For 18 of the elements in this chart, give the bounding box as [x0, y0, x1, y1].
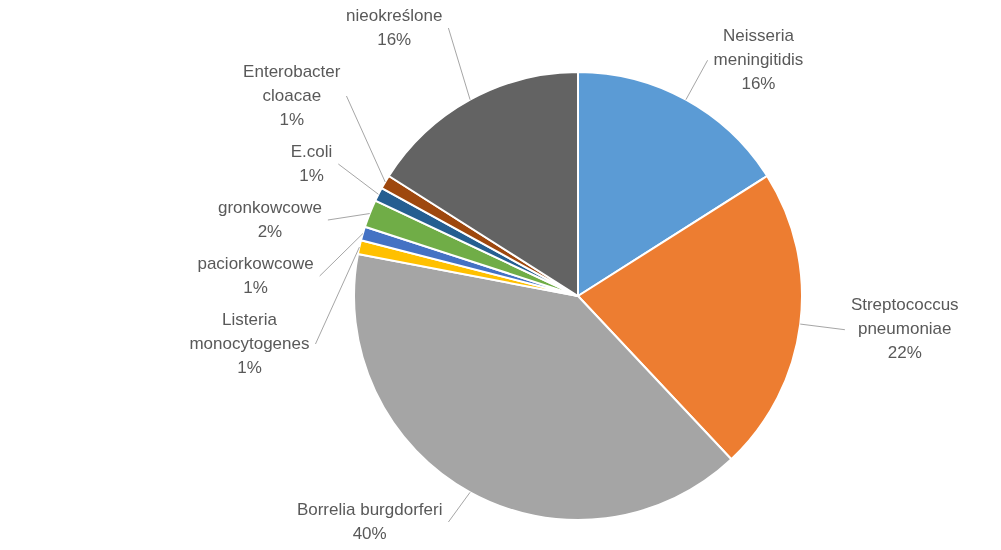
slice-label: Borrelia burgdorferi: [296, 499, 443, 519]
data-label: 1%: [299, 165, 324, 185]
data-label: 16%: [741, 73, 776, 93]
slice-label: Neisseria meningitidis: [713, 25, 804, 69]
slice-label: gronkowcowe: [217, 197, 322, 217]
data-label: 22%: [887, 343, 922, 363]
data-label: 16%: [377, 29, 412, 49]
data-label: 1%: [243, 277, 268, 297]
data-label: 2%: [257, 221, 283, 241]
slice-label: nieokreślone: [346, 5, 443, 25]
slice-label: Listeria monocytogenes: [189, 309, 310, 353]
data-label: 1%: [279, 109, 305, 129]
data-label: 1%: [237, 357, 262, 377]
slice-label: paciorkowcowe: [197, 253, 314, 273]
slice-label: E.coli: [290, 141, 333, 161]
slice-label: Streptococcus pneumoniae: [850, 295, 959, 339]
slice-label: Enterobacter cloacae: [243, 61, 341, 105]
data-label: 40%: [352, 523, 387, 543]
